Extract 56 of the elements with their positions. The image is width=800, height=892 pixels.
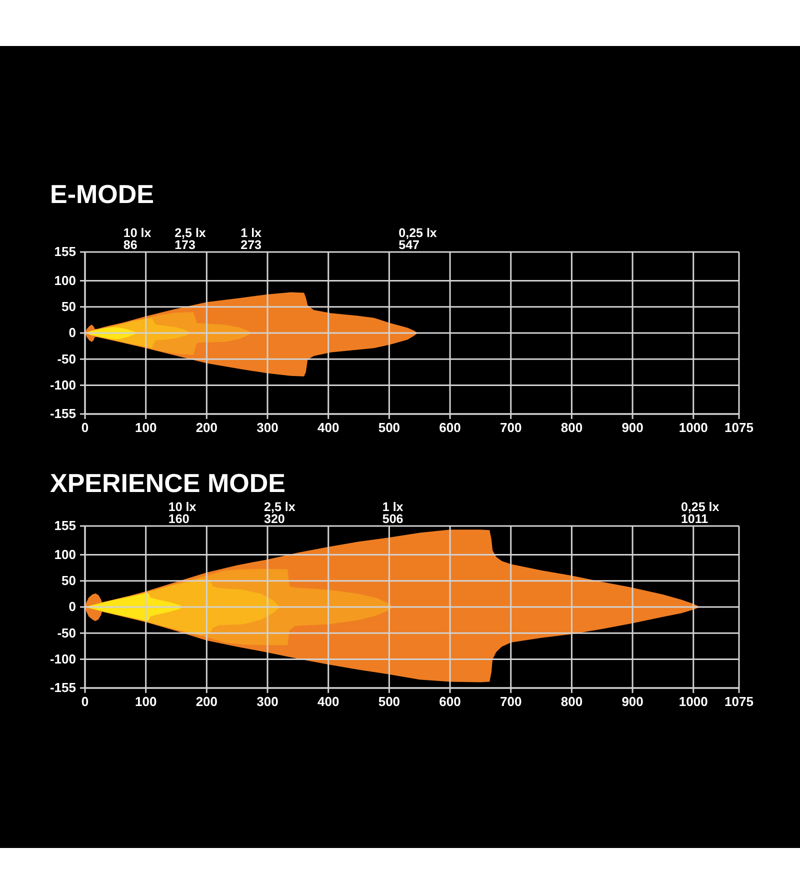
y-tick-label: -50 — [57, 625, 76, 640]
y-tick-label: -155 — [50, 406, 76, 422]
x-tick-label: 100 — [134, 420, 157, 436]
x-tick-label: 600 — [439, 694, 461, 710]
text: 2,5 lx — [264, 500, 296, 514]
x-tick-label: 200 — [196, 420, 218, 436]
y-tick-label: 155 — [54, 518, 76, 534]
x-tick-label: 600 — [439, 420, 461, 436]
text: 10 lx — [168, 500, 196, 514]
x-tick-label: 500 — [378, 420, 400, 436]
text: 0,25 lx — [398, 226, 437, 240]
x-tick-label: 0 — [81, 420, 89, 436]
y-tick-label: -100 — [50, 651, 76, 666]
text: 10 lx — [123, 226, 152, 240]
annotation: 160 — [168, 512, 190, 526]
text: 1 lx — [382, 500, 404, 514]
x-tick-label: 200 — [196, 694, 218, 710]
x-tick-label: 700 — [500, 694, 522, 710]
x-tick-label: 1000 — [678, 420, 708, 436]
text: 2,5 lx — [174, 226, 206, 240]
annotation: 320 — [264, 512, 285, 526]
x-tick-label: 1000 — [678, 694, 708, 710]
y-tick-label: -155 — [50, 680, 76, 696]
y-tick-label: 155 — [54, 244, 76, 260]
y-tick-label: 0 — [68, 599, 76, 614]
y-tick-label: -50 — [57, 351, 76, 366]
y-tick-label: -100 — [50, 377, 76, 392]
annotation: 86 — [123, 238, 138, 252]
x-tick-label: 0 — [81, 694, 89, 710]
x-tick-label: 700 — [500, 420, 522, 436]
annotation: 547 — [398, 238, 420, 252]
chart-title: XPERIENCE MODE — [50, 468, 286, 498]
annotation: 506 — [382, 512, 404, 526]
x-tick-label: 900 — [622, 420, 644, 436]
chart-title: E-MODE — [50, 179, 154, 209]
x-tick-label: 100 — [134, 694, 157, 710]
x-tick-label: 500 — [378, 694, 400, 710]
x-tick-label: 300 — [256, 420, 278, 436]
x-tick-label: 300 — [256, 694, 278, 710]
y-tick-label: 50 — [62, 573, 76, 588]
x-tick-label: 800 — [560, 420, 583, 436]
y-tick-label: 100 — [54, 272, 76, 288]
text: 0,25 lx — [680, 500, 720, 514]
x-tick-label: 400 — [317, 420, 340, 436]
x-tick-label: 400 — [317, 694, 340, 710]
annotation: 1011 — [680, 512, 708, 526]
x-tick-label: 1075 — [724, 694, 754, 710]
x-tick-label: 900 — [622, 694, 644, 710]
text: 1 lx — [240, 226, 262, 240]
annotation: 173 — [174, 238, 196, 252]
y-tick-label: 0 — [68, 325, 76, 340]
annotation: 273 — [240, 238, 262, 252]
x-tick-label: 1075 — [724, 420, 754, 436]
x-tick-label: 800 — [560, 694, 583, 710]
y-tick-label: 50 — [62, 299, 76, 314]
y-tick-label: 100 — [54, 546, 76, 562]
